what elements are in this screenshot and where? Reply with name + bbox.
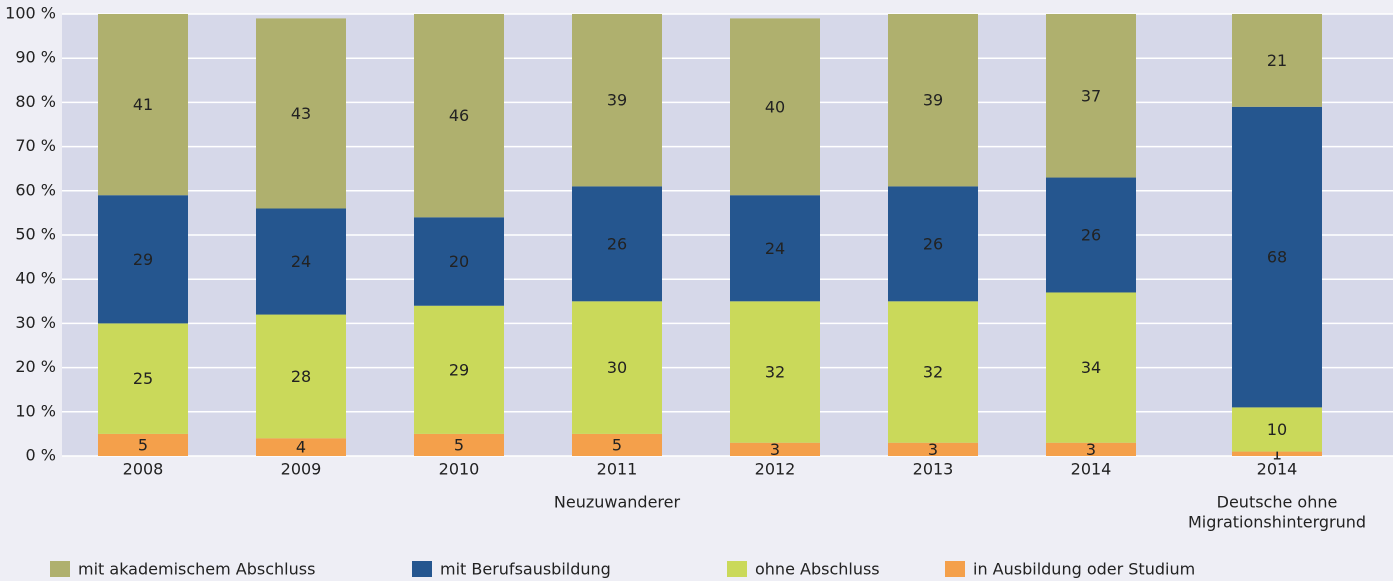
bar-segment xyxy=(98,323,188,434)
data-label: 24 xyxy=(291,252,311,271)
bar-segment xyxy=(256,208,346,315)
x-tick-label: 2013 xyxy=(913,460,954,479)
data-label: 30 xyxy=(607,358,627,377)
group-label: Migrationshintergrund xyxy=(1188,513,1366,532)
bar-segment xyxy=(414,14,504,218)
x-tick-label: 2010 xyxy=(439,460,480,479)
bar-segment xyxy=(1232,106,1322,408)
bar-segment xyxy=(256,18,346,209)
bar-segment xyxy=(414,217,504,306)
data-label: 4 xyxy=(296,438,306,457)
bar-segment xyxy=(1046,292,1136,443)
x-tick-label: 2011 xyxy=(597,460,638,479)
data-label: 41 xyxy=(133,95,153,114)
bar-segment xyxy=(888,14,978,187)
legend-swatch xyxy=(945,561,965,577)
legend-label: mit Berufsausbildung xyxy=(440,560,611,579)
data-label: 32 xyxy=(765,363,785,382)
bar-segment xyxy=(256,438,346,456)
x-tick-label: 2014 xyxy=(1071,460,1112,479)
bar-segment xyxy=(414,433,504,456)
data-label: 28 xyxy=(291,367,311,386)
x-tick-label: 2014 xyxy=(1257,460,1298,479)
data-label: 20 xyxy=(449,252,469,271)
data-label: 29 xyxy=(449,360,469,379)
y-tick-label: 60 % xyxy=(15,180,56,199)
bar-segment xyxy=(98,14,188,196)
y-tick-label: 70 % xyxy=(15,136,56,155)
y-tick-label: 90 % xyxy=(15,48,56,67)
bar-segment xyxy=(1232,14,1322,107)
y-tick-label: 20 % xyxy=(15,357,56,376)
data-label: 43 xyxy=(291,104,311,123)
data-label: 5 xyxy=(612,435,622,454)
y-tick-label: 10 % xyxy=(15,401,56,420)
data-label: 29 xyxy=(133,250,153,269)
bar-segment xyxy=(1046,442,1136,456)
data-label: 37 xyxy=(1081,86,1101,105)
y-tick-label: 0 % xyxy=(26,446,56,465)
bar-segment xyxy=(888,186,978,302)
group-label: Deutsche ohne xyxy=(1217,493,1338,512)
bar-segment xyxy=(256,314,346,439)
bar-segment xyxy=(730,442,820,456)
data-label: 3 xyxy=(1086,440,1096,459)
bar-segment xyxy=(1046,14,1136,178)
bar-segment xyxy=(98,195,188,324)
data-label: 39 xyxy=(607,91,627,110)
data-label: 34 xyxy=(1081,358,1101,377)
data-label: 5 xyxy=(454,435,464,454)
bar-segment xyxy=(888,442,978,456)
x-tick-label: 2012 xyxy=(755,460,796,479)
data-label: 26 xyxy=(607,234,627,253)
data-label: 10 xyxy=(1267,420,1287,439)
group-label: Neuzuwanderer xyxy=(554,493,681,512)
y-tick-label: 50 % xyxy=(15,225,56,244)
bar-segment xyxy=(1232,451,1322,456)
x-tick-label: 2009 xyxy=(281,460,322,479)
bar-segment xyxy=(730,301,820,443)
legend-swatch xyxy=(727,561,747,577)
y-tick-label: 80 % xyxy=(15,92,56,111)
legend-swatch xyxy=(50,561,70,577)
data-label: 26 xyxy=(1081,226,1101,245)
legend-label: ohne Abschluss xyxy=(755,560,880,579)
data-label: 40 xyxy=(765,97,785,116)
data-label: 24 xyxy=(765,239,785,258)
data-label: 32 xyxy=(923,363,943,382)
y-tick-label: 30 % xyxy=(15,313,56,332)
data-label: 25 xyxy=(133,369,153,388)
data-label: 3 xyxy=(928,440,938,459)
data-label: 3 xyxy=(770,440,780,459)
bar-segment xyxy=(730,18,820,196)
data-label: 1 xyxy=(1272,444,1282,463)
legend-label: in Ausbildung oder Studium xyxy=(973,560,1195,579)
legend-label: mit akademischem Abschluss xyxy=(78,560,315,579)
y-tick-label: 100 % xyxy=(5,4,56,23)
data-label: 68 xyxy=(1267,248,1287,267)
bar-segment xyxy=(414,305,504,434)
data-label: 21 xyxy=(1267,51,1287,70)
bar-segment xyxy=(572,433,662,456)
bar-segment xyxy=(730,195,820,302)
bar-segment xyxy=(1046,177,1136,293)
bar-segment xyxy=(572,301,662,434)
y-tick-label: 40 % xyxy=(15,269,56,288)
x-tick-label: 2008 xyxy=(123,460,164,479)
bar-segment xyxy=(98,433,188,456)
legend-swatch xyxy=(412,561,432,577)
data-label: 39 xyxy=(923,91,943,110)
data-label: 46 xyxy=(449,106,469,125)
data-label: 26 xyxy=(923,234,943,253)
data-label: 5 xyxy=(138,435,148,454)
bar-segment xyxy=(572,186,662,302)
bar-segment xyxy=(572,14,662,187)
bar-segment xyxy=(888,301,978,443)
bar-segment xyxy=(1232,407,1322,452)
